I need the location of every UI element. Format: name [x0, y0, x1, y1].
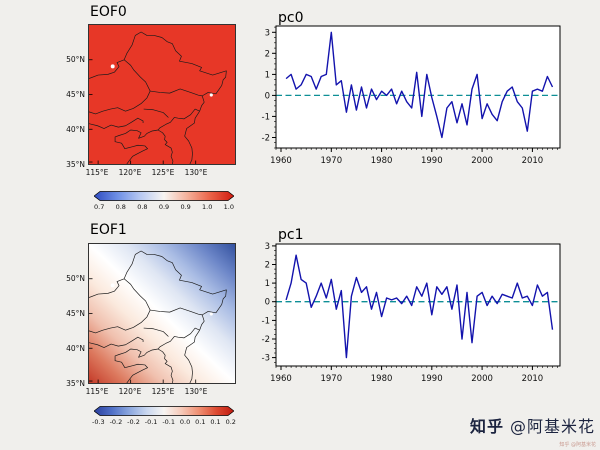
eof0-map: [88, 24, 236, 165]
svg-text:2: 2: [265, 49, 270, 59]
eof0-cb-label: 0.7: [94, 203, 105, 211]
svg-text:1990: 1990: [421, 156, 443, 166]
eof0-cb-label: 0.9: [180, 203, 191, 211]
eof1-colorbar-labels: -0.3 -0.2 -0.2 -0.1 -0.1 0.0 0.1 0.1 0.2: [92, 418, 236, 426]
eof1-title: EOF1: [90, 222, 127, 238]
eof1-cb-label: 0.0: [179, 418, 191, 426]
svg-text:-2: -2: [262, 335, 270, 345]
eof0-colorbar: [94, 191, 234, 201]
eof1-cb-label: 0.1: [195, 418, 206, 426]
svg-text:2010: 2010: [522, 156, 544, 166]
eof1-lat-tick-40n: 40°N: [66, 344, 85, 353]
eof0-lat-tick-35n: 35°N: [66, 160, 85, 169]
eof0-lon-tick-120e: 120°E: [118, 168, 142, 177]
watermark-small: 知乎 @阿基米花: [559, 442, 596, 448]
svg-text:-3: -3: [262, 354, 270, 364]
eof1-lon-tick-115e: 115°E: [85, 387, 109, 396]
pc1-line-chart: 1960 1970 1980 1990 2000 2010 3 2 1 0 -1 -2 -3: [262, 242, 561, 384]
eof1-lat-tick-35n: 35°N: [66, 379, 85, 388]
svg-text:1990: 1990: [421, 374, 443, 384]
pc0-line-chart: 1960 1970 1980 1990 2000 2010 3 2 1 0 -1 -2: [262, 25, 561, 166]
svg-text:1980: 1980: [371, 374, 393, 384]
svg-text:2010: 2010: [522, 374, 544, 384]
svg-text:1980: 1980: [371, 156, 393, 166]
zhihu-logo: 知乎: [470, 417, 505, 436]
svg-text:0: 0: [265, 91, 270, 101]
eof1-cb-label: -0.2: [109, 418, 123, 426]
watermark-username: @阿基米花: [510, 417, 596, 436]
pc1-title: pc1: [278, 227, 304, 243]
eof0-lon-tick-115e: 115°E: [85, 168, 109, 177]
eof1-lon-tick-125e: 125°E: [151, 387, 175, 396]
svg-text:-2: -2: [262, 134, 270, 144]
eof0-lat-tick-50n: 50°N: [66, 55, 85, 64]
eof0-cb-label: 0.9: [158, 203, 170, 211]
eof0-colorbar-labels: 0.7 0.8 0.8 0.9 0.9 1.0 1.0: [94, 203, 234, 211]
eof1-cb-label: 0.1: [210, 418, 221, 426]
svg-text:0: 0: [265, 298, 270, 308]
eof0-cb-label: 1.0: [223, 203, 234, 211]
svg-text:-1: -1: [262, 316, 270, 326]
svg-text:2000: 2000: [471, 374, 493, 384]
eof1-lon-tick-130e: 130°E: [184, 387, 208, 396]
svg-text:3: 3: [265, 242, 270, 252]
svg-text:1: 1: [265, 70, 270, 80]
eof1-lat-tick-45n: 45°N: [66, 309, 85, 318]
eof0-lon-tick-130e: 130°E: [184, 168, 208, 177]
pc0-title: pc0: [278, 10, 304, 26]
svg-text:1960: 1960: [270, 374, 292, 384]
eof0-cb-label: 0.8: [137, 203, 148, 211]
watermark: 知乎 @阿基米花: [470, 413, 595, 437]
svg-text:1: 1: [265, 279, 270, 289]
eof1-cb-label: -0.1: [144, 418, 158, 426]
eof0-cb-label: 0.8: [115, 203, 126, 211]
svg-text:2: 2: [265, 261, 270, 271]
eof1-colorbar: [94, 406, 234, 416]
svg-text:-1: -1: [262, 112, 270, 122]
eof1-cb-label: -0.3: [92, 418, 105, 426]
eof0-lat-tick-45n: 45°N: [66, 90, 85, 99]
eof1-map: [88, 243, 236, 384]
eof1-cb-label: -0.1: [162, 418, 175, 426]
eof1-cb-label: -0.2: [127, 418, 140, 426]
svg-text:2000: 2000: [471, 156, 493, 166]
eof0-lon-tick-125e: 125°E: [151, 168, 175, 177]
eof1-lon-tick-120e: 120°E: [118, 387, 142, 396]
svg-text:1970: 1970: [320, 156, 342, 166]
eof0-lat-tick-40n: 40°N: [66, 125, 85, 134]
svg-text:3: 3: [265, 28, 270, 38]
eof1-map-borders: [89, 250, 227, 383]
eof1-lat-tick-50n: 50°N: [66, 274, 85, 283]
eof0-map-borders: [89, 31, 227, 164]
eof0-cb-label: 1.0: [202, 203, 213, 211]
eof0-title: EOF0: [90, 4, 127, 20]
svg-text:1960: 1960: [270, 156, 292, 166]
svg-text:1970: 1970: [320, 374, 342, 384]
eof1-cb-label: 0.2: [225, 418, 236, 426]
